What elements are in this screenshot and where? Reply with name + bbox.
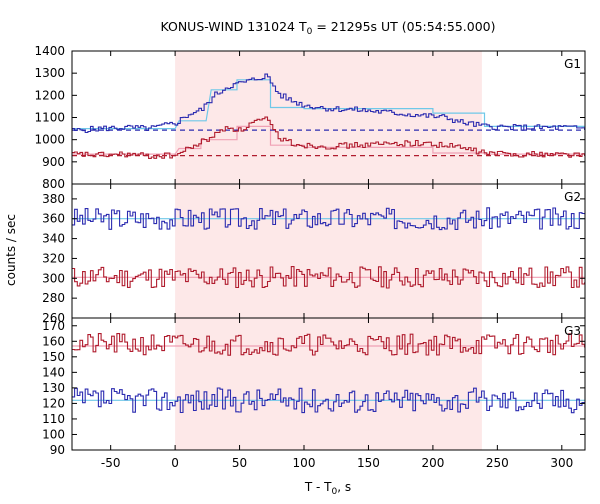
x-tick-label: 200 — [421, 456, 444, 470]
x-tick-label: 300 — [550, 456, 573, 470]
x-tick-label: 100 — [293, 456, 316, 470]
panel-G3-series-0 — [72, 333, 585, 356]
series-layer — [72, 73, 585, 414]
y-tick-label: 360 — [42, 212, 65, 226]
y-tick-label: 380 — [42, 192, 65, 206]
x-axis-label-main: T - T — [304, 480, 332, 494]
labels-layer: KONUS-WIND 131024 T0 = 21295s UT (05:54:… — [4, 19, 581, 497]
y-tick-label: 130 — [42, 381, 65, 395]
burst-interval-highlight — [175, 51, 482, 450]
panel-G3-series-1 — [72, 387, 585, 414]
y-tick-label: 320 — [42, 251, 65, 265]
y-tick-label: 340 — [42, 232, 65, 246]
y-tick-label: 170 — [42, 319, 65, 333]
x-axis-label-tail: , s — [337, 480, 351, 494]
panel-G2-series-0 — [72, 207, 585, 231]
panel-G1-fit-1 — [72, 125, 585, 155]
y-tick-label: 900 — [42, 155, 65, 169]
y-tick-label: 160 — [42, 334, 65, 348]
chart-title-tail: = 21295s UT (05:54:55.000) — [312, 19, 495, 34]
axes-layer — [71, 50, 586, 451]
y-tick-label: 260 — [42, 311, 65, 325]
y-tick-label: 140 — [42, 365, 65, 379]
panel-G1-plot — [72, 73, 585, 159]
x-tick-label: 50 — [232, 456, 247, 470]
y-axis-label: counts / sec — [4, 214, 18, 286]
y-tick-label: 150 — [42, 350, 65, 364]
y-tick-label: 1000 — [34, 133, 65, 147]
x-axis-label: T - T0, s — [304, 480, 351, 497]
y-tick-label: 1400 — [34, 44, 65, 58]
y-tick-label: 280 — [42, 291, 65, 305]
y-tick-label: 1200 — [34, 88, 65, 102]
panel-G3-plot — [72, 333, 585, 414]
y-tick-label: 1300 — [34, 66, 65, 80]
panel-label-G2: G2 — [564, 190, 581, 204]
y-tick-label: 100 — [42, 427, 65, 441]
panel-G1-series-1 — [72, 116, 585, 159]
y-tick-label: 90 — [50, 443, 65, 457]
x-axis-label-sub: 0 — [332, 487, 338, 497]
panel-G2-plot — [72, 207, 585, 289]
panel-G1-fit-0 — [72, 79, 585, 130]
x-tick-label: 150 — [357, 456, 380, 470]
x-tick-label: 250 — [486, 456, 509, 470]
y-tick-label: 300 — [42, 271, 65, 285]
chart-title-main: KONUS-WIND 131024 T — [160, 19, 306, 34]
panel-G1-series-0 — [72, 73, 585, 134]
x-tick-label: -50 — [101, 456, 121, 470]
x-tick-label: 0 — [171, 456, 179, 470]
y-tick-label: 120 — [42, 396, 65, 410]
y-tick-label: 800 — [42, 177, 65, 191]
highlight-layer — [175, 51, 482, 450]
chart-title: KONUS-WIND 131024 T0 = 21295s UT (05:54:… — [160, 19, 495, 37]
y-tick-label: 110 — [42, 412, 65, 426]
chart-title-sub: 0 — [307, 27, 313, 37]
panel-G2-series-1 — [72, 266, 585, 289]
panel-label-G1: G1 — [564, 57, 581, 71]
panel-G3-frame — [71, 317, 586, 451]
y-tick-label: 1100 — [34, 111, 65, 125]
panel-label-G3: G3 — [564, 324, 581, 338]
